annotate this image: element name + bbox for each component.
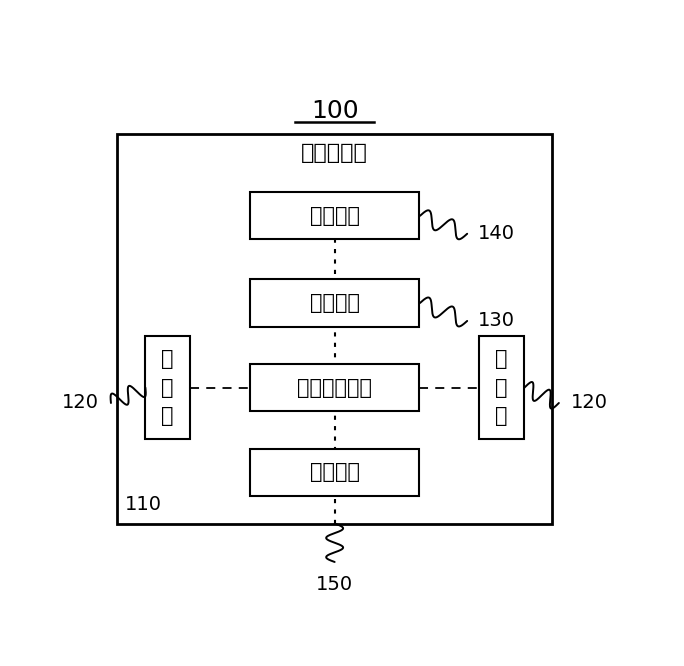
- Text: 120: 120: [62, 394, 98, 412]
- Bar: [250, 449, 419, 496]
- Text: 110: 110: [125, 496, 162, 514]
- Text: 感: 感: [161, 378, 174, 398]
- Text: 130: 130: [477, 312, 515, 330]
- Bar: [250, 364, 419, 411]
- Text: 器: 器: [161, 406, 174, 426]
- Text: 感: 感: [495, 378, 508, 398]
- Text: 数据处理设备: 数据处理设备: [297, 378, 372, 398]
- Text: 手持式风扇: 手持式风扇: [301, 143, 368, 163]
- Bar: [145, 336, 190, 439]
- Text: 传: 传: [161, 350, 174, 370]
- Text: 风扇电机: 风扇电机: [310, 293, 360, 313]
- Text: 100: 100: [311, 99, 358, 123]
- Bar: [250, 280, 419, 326]
- Bar: [250, 192, 419, 239]
- Bar: [479, 336, 524, 439]
- Bar: [118, 134, 552, 523]
- Text: 器: 器: [495, 406, 508, 426]
- Text: 150: 150: [316, 575, 353, 594]
- Text: 120: 120: [570, 394, 607, 412]
- Text: 140: 140: [477, 224, 515, 243]
- Text: 风扇扇叶: 风扇扇叶: [310, 206, 360, 226]
- Text: 传: 传: [495, 350, 508, 370]
- Text: 充电接口: 充电接口: [310, 462, 360, 482]
